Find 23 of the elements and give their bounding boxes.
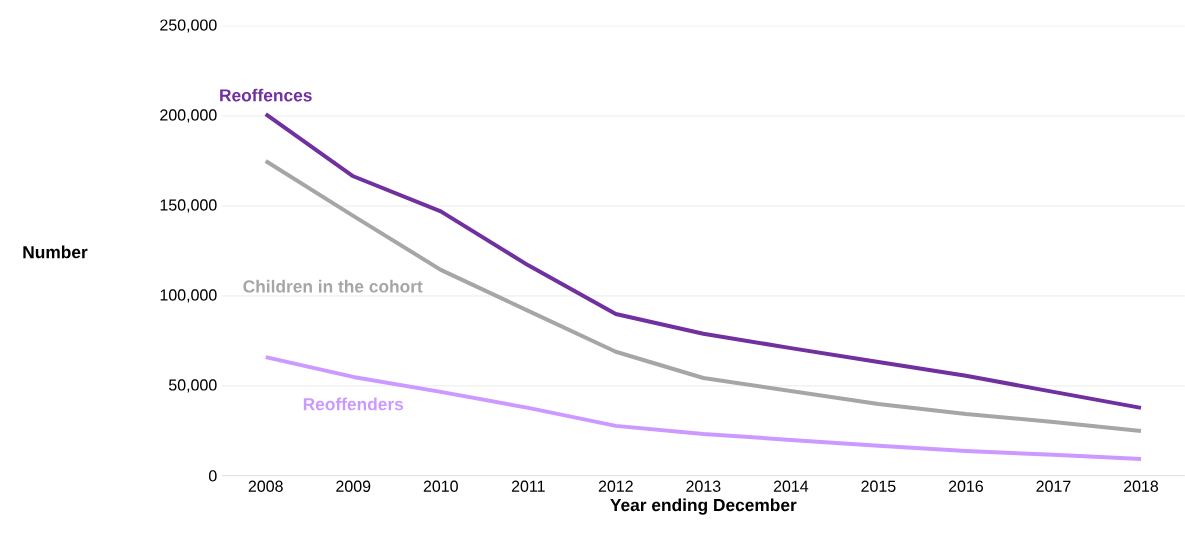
- series-label: Children in the cohort: [243, 279, 423, 293]
- x-tick-label: 2016: [948, 480, 984, 492]
- y-tick-label: 100,000: [160, 289, 217, 303]
- x-tick-label: 2009: [336, 480, 371, 492]
- series-label: Reoffenders: [303, 397, 404, 411]
- y-tick-label: 200,000: [160, 109, 217, 123]
- x-tick-label: 2012: [598, 480, 633, 492]
- x-tick-label: 2015: [861, 480, 896, 492]
- x-tick-label: 2011: [511, 480, 545, 492]
- series-label: Reoffences: [220, 88, 312, 102]
- x-tick-label: 2010: [423, 480, 458, 492]
- y-tick-label: 0: [208, 470, 217, 482]
- y-axis-title: Number: [23, 245, 88, 259]
- line-series: [263, 355, 1143, 462]
- x-axis-title: Year ending December: [610, 498, 797, 515]
- x-tick-label: 2008: [248, 480, 283, 492]
- y-tick-label: 150,000: [160, 199, 217, 213]
- x-tick-label: 2014: [773, 480, 809, 492]
- x-tick-label: 2013: [686, 480, 721, 492]
- y-tick-label: 250,000: [160, 19, 217, 33]
- x-tick-label: 2018: [1123, 480, 1159, 492]
- y-tick-label: 50,000: [168, 379, 217, 393]
- x-tick-label: 2017: [1036, 480, 1071, 492]
